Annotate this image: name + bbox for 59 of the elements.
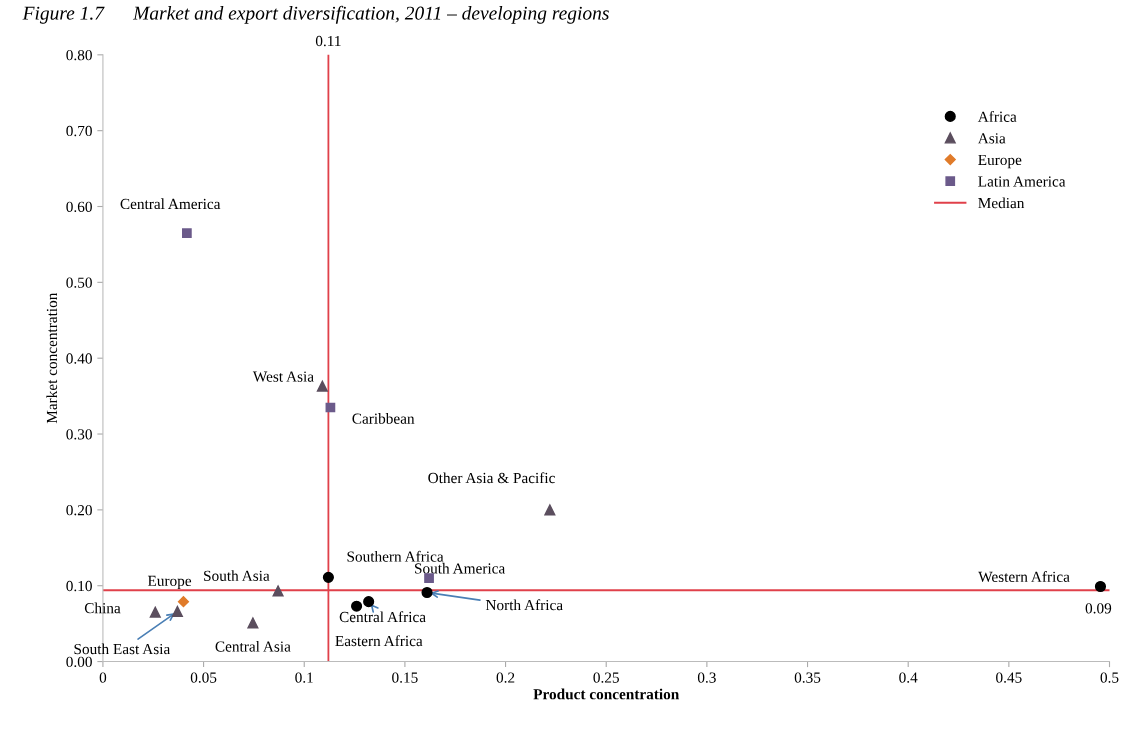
legend-label: Asia: [977, 133, 1006, 144]
point: [272, 585, 284, 597]
point: [171, 605, 183, 618]
point: [322, 571, 334, 583]
legend-label: Africa: [977, 110, 1017, 122]
annotation: Europe: [147, 575, 192, 590]
y-axis-title: Market concentration: [46, 292, 58, 424]
annotation: West Asia: [252, 371, 314, 382]
point: [316, 380, 328, 392]
annotation: Other Asia & Pacific: [428, 472, 555, 484]
x-tick-label: 0.2: [496, 672, 515, 683]
annotation: South America: [415, 562, 506, 574]
annotation: Caribbean: [352, 413, 415, 424]
x-tick-label: 0: [99, 672, 107, 683]
legend-label: Europe: [978, 154, 1022, 169]
annotation: Central America: [120, 198, 221, 210]
annotation: Central Africa: [339, 611, 426, 623]
y-tick-label: 0.20: [66, 505, 92, 516]
annotation: South Asia: [204, 570, 270, 581]
y-tick-label: 0.40: [66, 353, 92, 364]
x-tick-label: 0.1: [295, 672, 313, 683]
x-tick-label: 0.45: [996, 672, 1022, 683]
chart-title: Figure 1.7 Market and export diversification, 2011 – developing regions: [22, 5, 609, 24]
y-tick-label: 0.50: [66, 277, 92, 288]
annotation: Southern Africa: [347, 550, 444, 562]
point: [544, 504, 556, 516]
annotation: North Africa: [485, 599, 563, 611]
x-tick-label: 0.5: [1100, 672, 1119, 683]
y-tick-label: 0.80: [66, 49, 92, 61]
point: [424, 573, 434, 583]
y-tick-label: 0.00: [66, 656, 92, 668]
x-tick-label: 0.15: [392, 672, 418, 683]
x-tick-label: 0.25: [593, 672, 619, 683]
y-tick-label: 0.30: [66, 429, 92, 440]
point: [149, 606, 161, 618]
y-tick-label: 0.10: [66, 580, 92, 592]
x-tick-label: 0.35: [794, 672, 821, 683]
legend-label: Latin America: [978, 176, 1066, 187]
annotation: Eastern Africa: [335, 635, 423, 647]
annotation: Western Africa: [978, 571, 1070, 583]
point: [363, 596, 375, 608]
point: [351, 600, 363, 612]
x-tick-label: 0.05: [190, 672, 217, 683]
point: [177, 596, 190, 608]
annotation: 0.11: [315, 35, 341, 47]
point: [1094, 580, 1107, 593]
point: [182, 228, 192, 238]
y-tick-label: 0.70: [66, 125, 92, 137]
x-tick-label: 0.4: [899, 672, 918, 683]
annotation: China: [84, 602, 121, 614]
x-tick-label: 0.3: [697, 672, 716, 683]
point: [421, 586, 433, 599]
point: [247, 617, 259, 629]
legend-label: Median: [978, 197, 1025, 209]
y-tick-label: 0.60: [66, 201, 92, 213]
x-axis-title: Product concentration: [533, 688, 680, 700]
annotation: Central Asia: [215, 640, 291, 652]
annotation: 0.09: [1085, 603, 1112, 614]
annotation: South East Asia: [74, 643, 171, 655]
